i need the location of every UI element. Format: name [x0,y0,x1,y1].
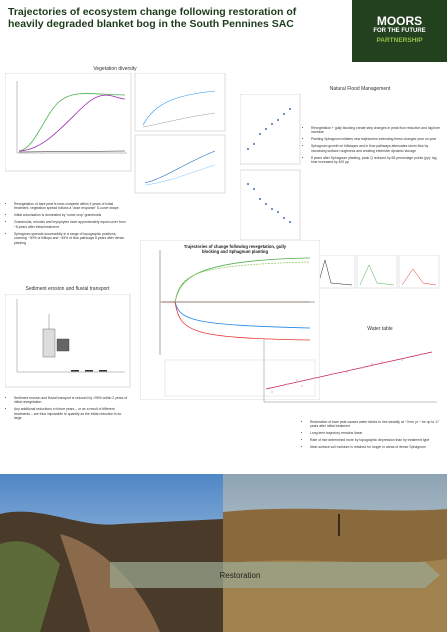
bullets: Revegetation + gully blocking create ste… [305,126,440,167]
bullet: Revegetation of bare peat is near-comple… [14,202,126,211]
curve [144,150,216,184]
bullet: Any additional reductions in future year… [14,407,128,420]
bullet: Graminoids, ericoids and bryophytes have… [14,220,126,229]
chart-frame [240,94,301,165]
logo: MOORS FOR THE FUTURE PARTNERSHIP [352,0,447,62]
chart-frame [134,134,226,194]
poster-title: Trajectories of ecosystem change followi… [8,6,297,30]
bullets: Revegetation of bare peat is near-comple… [8,202,126,248]
vegetation-charts [5,73,226,194]
bullet-list: Revegetation of bare peat is near-comple… [8,202,126,245]
curve [142,112,216,128]
bullet-list: Sediment erosion and fluvial transport i… [8,396,128,421]
bullet: Sphagnum growth on hillslopes and in flo… [311,144,440,153]
points [247,108,291,223]
bullet: Initial colonisation is dominated by 'nu… [14,213,126,217]
logo-text: PARTNERSHIP [376,37,423,44]
bullet: Sediment erosion and fluvial transport i… [14,396,128,405]
bullet: 8 years after Sphagnum planting, peak Q … [311,156,440,165]
chart-frame [134,73,226,132]
bullet: Sphagnum spreads successfully in a range… [14,232,126,245]
water-table-chart [263,339,437,403]
bullets: Sediment erosion and fluvial transport i… [8,396,128,423]
section-title: Natural Flood Management [329,86,391,92]
section-title: Sediment erosion and fluvial transport [25,286,110,292]
title-block: Trajectories of ecosystem change followi… [8,6,308,30]
bullet-list: Restoration of bare peat causes water ta… [304,420,440,450]
logo-text: FOR THE FUTURE [373,28,426,34]
bullet: Long term trajectory remains linear [310,431,440,435]
photo-label: Restoration [219,571,261,580]
bullet-list: Revegetation + gully blocking create ste… [305,126,440,165]
curve [18,94,126,152]
restoration-arrow [110,562,440,588]
hydrograph-strip [315,255,440,289]
curve [144,164,216,186]
curve [18,93,126,152]
bullet: Near-surface soil moisture is retained f… [310,445,440,449]
bullet: Restoration of bare peat causes water ta… [310,420,440,429]
bullet: Revegetation + gully blocking create ste… [311,126,440,135]
chart-title: Trajectories of change following reveget… [183,244,287,254]
curve [18,150,126,153]
curve [142,90,216,126]
sediment-chart [5,294,131,388]
chart-frame [240,169,301,241]
logo-text: MOORS [376,14,423,28]
bullet: Planting Sphagnum initiates new trajecto… [311,137,440,141]
trajectory-chart [140,240,320,400]
nfm-charts [240,94,301,241]
bullet: Rate of rise determined more by topograp… [310,438,440,442]
section-title: Water table [367,326,393,332]
bullets: Restoration of bare peat causes water ta… [304,420,440,452]
photos [0,474,447,632]
section-title: Vegetation diversity [93,66,137,72]
